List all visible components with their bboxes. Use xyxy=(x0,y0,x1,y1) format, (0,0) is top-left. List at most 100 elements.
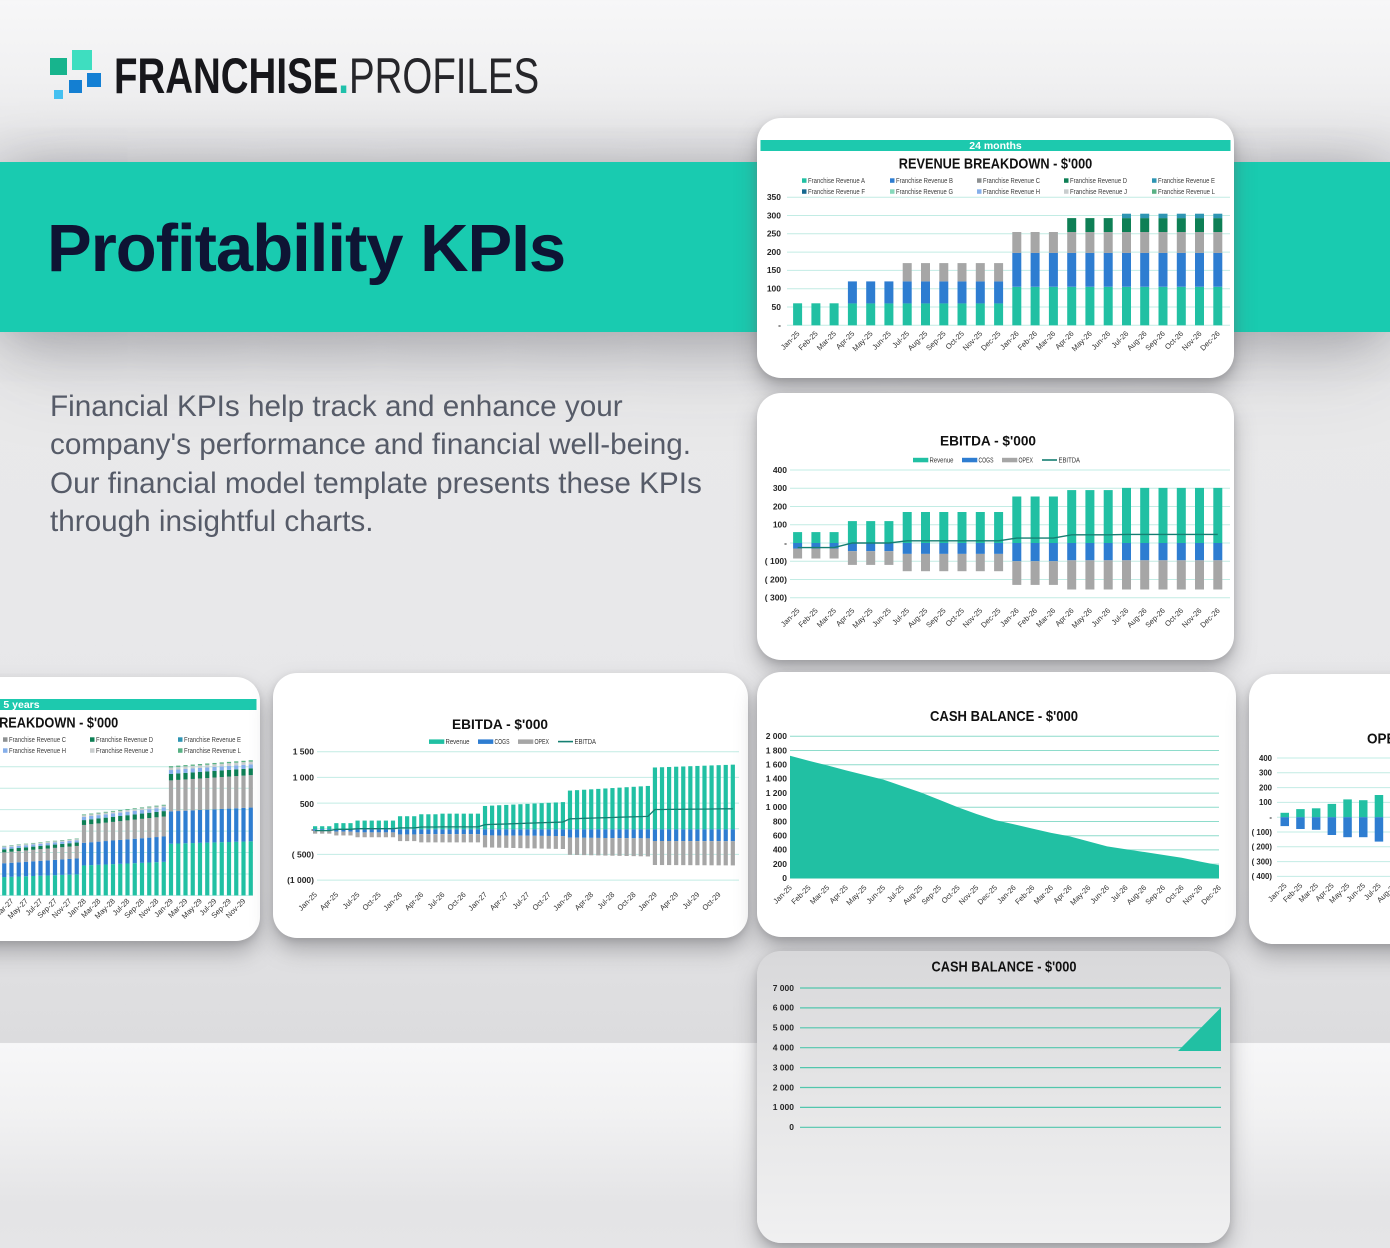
svg-text:Franchise Revenue E: Franchise Revenue E xyxy=(184,737,241,744)
svg-text:Jan-26: Jan-26 xyxy=(381,890,404,913)
svg-text:Jul-27: Jul-27 xyxy=(511,890,532,911)
svg-text:300: 300 xyxy=(773,483,787,493)
svg-text:Dec-26: Dec-26 xyxy=(1199,883,1222,906)
svg-text:( 200): ( 200) xyxy=(765,574,787,584)
svg-text:5 000: 5 000 xyxy=(773,1023,795,1033)
svg-text:3 000: 3 000 xyxy=(773,1062,795,1072)
svg-text:1 200: 1 200 xyxy=(766,788,788,798)
svg-text:( 400): ( 400) xyxy=(1252,872,1273,881)
svg-text:-: - xyxy=(311,824,314,834)
svg-text:( 300): ( 300) xyxy=(1252,857,1273,866)
svg-text:Mar-25: Mar-25 xyxy=(815,606,838,629)
svg-text:Nov-25: Nov-25 xyxy=(957,883,980,906)
svg-text:Feb-25: Feb-25 xyxy=(797,606,820,629)
svg-text:Franchise Revenue G: Franchise Revenue G xyxy=(896,189,953,196)
svg-text:7 000: 7 000 xyxy=(773,983,795,993)
svg-text:Feb-26: Feb-26 xyxy=(1016,606,1039,629)
svg-text:Feb-26: Feb-26 xyxy=(1016,329,1039,352)
svg-text:400: 400 xyxy=(1259,754,1273,763)
svg-text:CASH BALANCE - $'000: CASH BALANCE - $'000 xyxy=(930,709,1078,725)
svg-text:EBITDA: EBITDA xyxy=(575,739,597,746)
svg-text:Feb-25: Feb-25 xyxy=(797,329,820,352)
svg-text:1 000: 1 000 xyxy=(293,773,315,783)
svg-text:Oct-28: Oct-28 xyxy=(615,890,637,912)
svg-text:Apr-25: Apr-25 xyxy=(318,890,340,912)
svg-text:300: 300 xyxy=(767,210,781,220)
svg-text:400: 400 xyxy=(773,465,787,475)
svg-text:Franchise Revenue D: Franchise Revenue D xyxy=(96,737,153,744)
svg-text:Dec-25: Dec-25 xyxy=(979,606,1002,629)
svg-text:Jan-28: Jan-28 xyxy=(551,890,574,913)
svg-text:May-25: May-25 xyxy=(844,883,868,907)
svg-text:Franchise Revenue L: Franchise Revenue L xyxy=(184,748,241,755)
svg-text:Franchise Revenue J: Franchise Revenue J xyxy=(1070,189,1127,196)
svg-text:Jun-26: Jun-26 xyxy=(1088,883,1111,906)
svg-text:( 100): ( 100) xyxy=(1252,828,1273,837)
svg-text:COGS: COGS xyxy=(979,458,994,465)
svg-text:Jul-28: Jul-28 xyxy=(596,890,617,911)
svg-text:600: 600 xyxy=(773,831,787,841)
svg-text:Jan-27: Jan-27 xyxy=(466,890,489,913)
svg-text:Franchise Revenue J: Franchise Revenue J xyxy=(96,748,153,755)
svg-text:Jan-25: Jan-25 xyxy=(296,890,319,913)
svg-text:150: 150 xyxy=(767,265,781,275)
svg-text:Aug-26: Aug-26 xyxy=(1125,883,1148,906)
svg-text:Jun-26: Jun-26 xyxy=(1090,329,1113,352)
svg-text:Sep-26: Sep-26 xyxy=(1143,606,1166,629)
svg-text:Jan-29: Jan-29 xyxy=(636,890,659,913)
svg-text:Apr-29: Apr-29 xyxy=(658,890,680,912)
svg-text:250: 250 xyxy=(767,229,781,239)
svg-text:Franchise Revenue L: Franchise Revenue L xyxy=(1158,189,1215,196)
svg-text:300: 300 xyxy=(1259,769,1273,778)
svg-text:Jun-25: Jun-25 xyxy=(870,329,893,352)
svg-text:2 000: 2 000 xyxy=(766,731,788,741)
svg-text:Mar-25: Mar-25 xyxy=(808,883,831,906)
svg-text:1 000: 1 000 xyxy=(766,802,788,812)
svg-text:Mar-26: Mar-26 xyxy=(1034,606,1057,629)
svg-text:0: 0 xyxy=(789,1122,794,1132)
svg-text:Feb-26: Feb-26 xyxy=(1013,883,1036,906)
svg-text:May-25: May-25 xyxy=(851,606,875,630)
svg-text:100: 100 xyxy=(773,520,787,530)
svg-text:200: 200 xyxy=(767,247,781,257)
svg-text:1 500: 1 500 xyxy=(293,747,315,757)
svg-text:REVENUE BREAKDOWN - $'000: REVENUE BREAKDOWN - $'000 xyxy=(0,716,118,732)
svg-text:50: 50 xyxy=(772,302,782,312)
svg-text:Sep-25: Sep-25 xyxy=(920,883,943,906)
svg-text:Sep-25: Sep-25 xyxy=(924,606,947,629)
svg-text:( 500): ( 500) xyxy=(292,850,314,860)
svg-text:350: 350 xyxy=(767,192,781,202)
svg-text:May-26: May-26 xyxy=(1070,329,1094,353)
svg-text:200: 200 xyxy=(773,859,787,869)
svg-text:( 300): ( 300) xyxy=(765,593,787,603)
svg-text:Dec-26: Dec-26 xyxy=(1198,329,1221,352)
svg-text:OPEX: OPEX xyxy=(535,739,550,746)
svg-text:Oct-26: Oct-26 xyxy=(445,890,467,912)
svg-text:-: - xyxy=(784,538,787,548)
svg-text:EBITDA - $'000: EBITDA - $'000 xyxy=(940,434,1036,449)
svg-text:Revenue: Revenue xyxy=(446,739,470,746)
svg-text:1 800: 1 800 xyxy=(766,745,788,755)
svg-text:Franchise Revenue B: Franchise Revenue B xyxy=(896,178,953,185)
svg-text:(1 000): (1 000) xyxy=(287,875,314,885)
svg-text:5 years: 5 years xyxy=(3,699,39,711)
svg-text:800: 800 xyxy=(773,816,787,826)
svg-text:OPERATING CASH FLOW - $'000: OPERATING CASH FLOW - $'000 xyxy=(1367,732,1390,748)
svg-text:Franchise Revenue C: Franchise Revenue C xyxy=(983,178,1040,185)
svg-text:Apr-28: Apr-28 xyxy=(573,890,595,912)
svg-text:CASH BALANCE - $'000: CASH BALANCE - $'000 xyxy=(932,960,1077,976)
svg-text:EBITDA - $'000: EBITDA - $'000 xyxy=(452,717,548,732)
svg-text:400: 400 xyxy=(773,845,787,855)
svg-text:Dec-25: Dec-25 xyxy=(979,329,1002,352)
svg-text:2 000: 2 000 xyxy=(773,1082,795,1092)
svg-text:Franchise Revenue F: Franchise Revenue F xyxy=(808,189,865,196)
svg-text:Feb-25: Feb-25 xyxy=(789,883,812,906)
svg-text:Sep-25: Sep-25 xyxy=(924,329,947,352)
svg-text:100: 100 xyxy=(1259,798,1273,807)
svg-text:200: 200 xyxy=(1259,783,1273,792)
svg-text:( 200): ( 200) xyxy=(1252,843,1273,852)
svg-text:OPEX: OPEX xyxy=(1019,458,1034,465)
svg-text:4 000: 4 000 xyxy=(773,1043,795,1053)
svg-text:6 000: 6 000 xyxy=(773,1003,795,1013)
svg-text:( 100): ( 100) xyxy=(765,556,787,566)
